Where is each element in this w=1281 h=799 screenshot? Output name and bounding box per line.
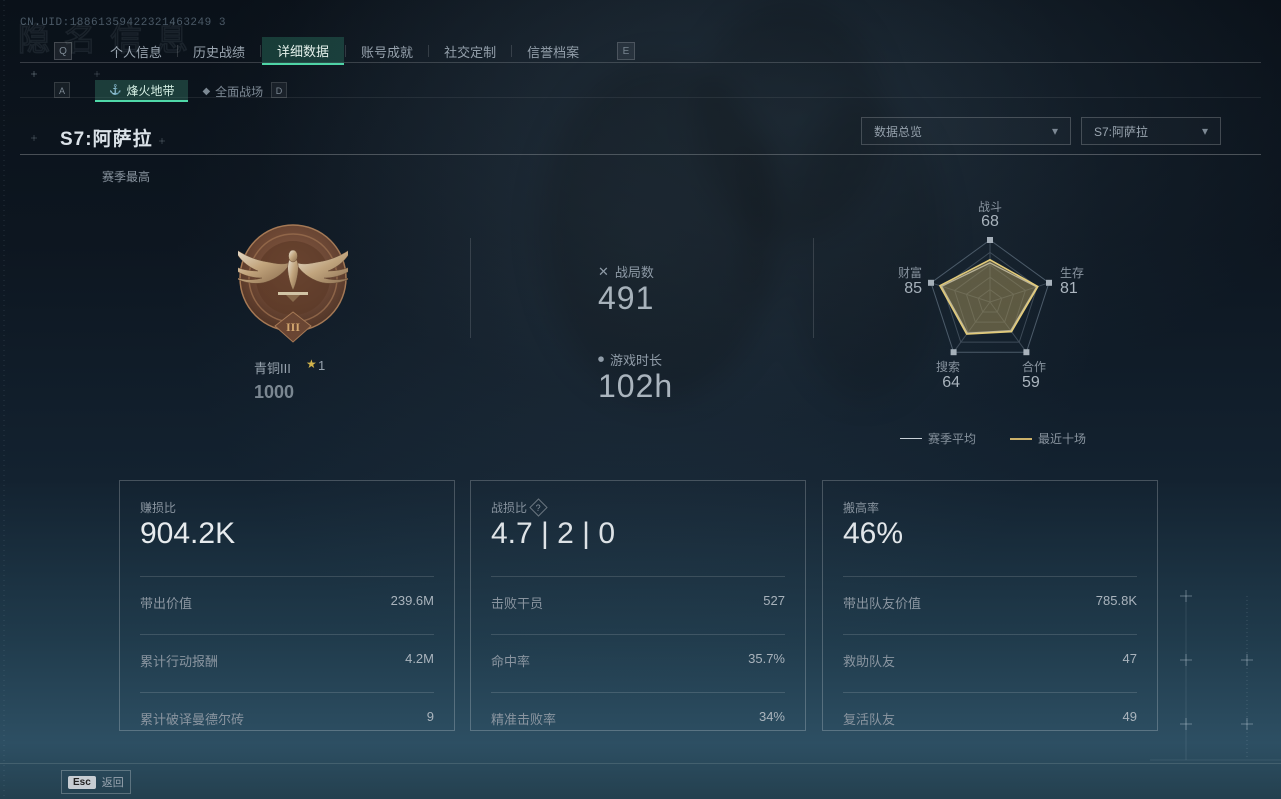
svg-text:III: III [286, 320, 300, 334]
